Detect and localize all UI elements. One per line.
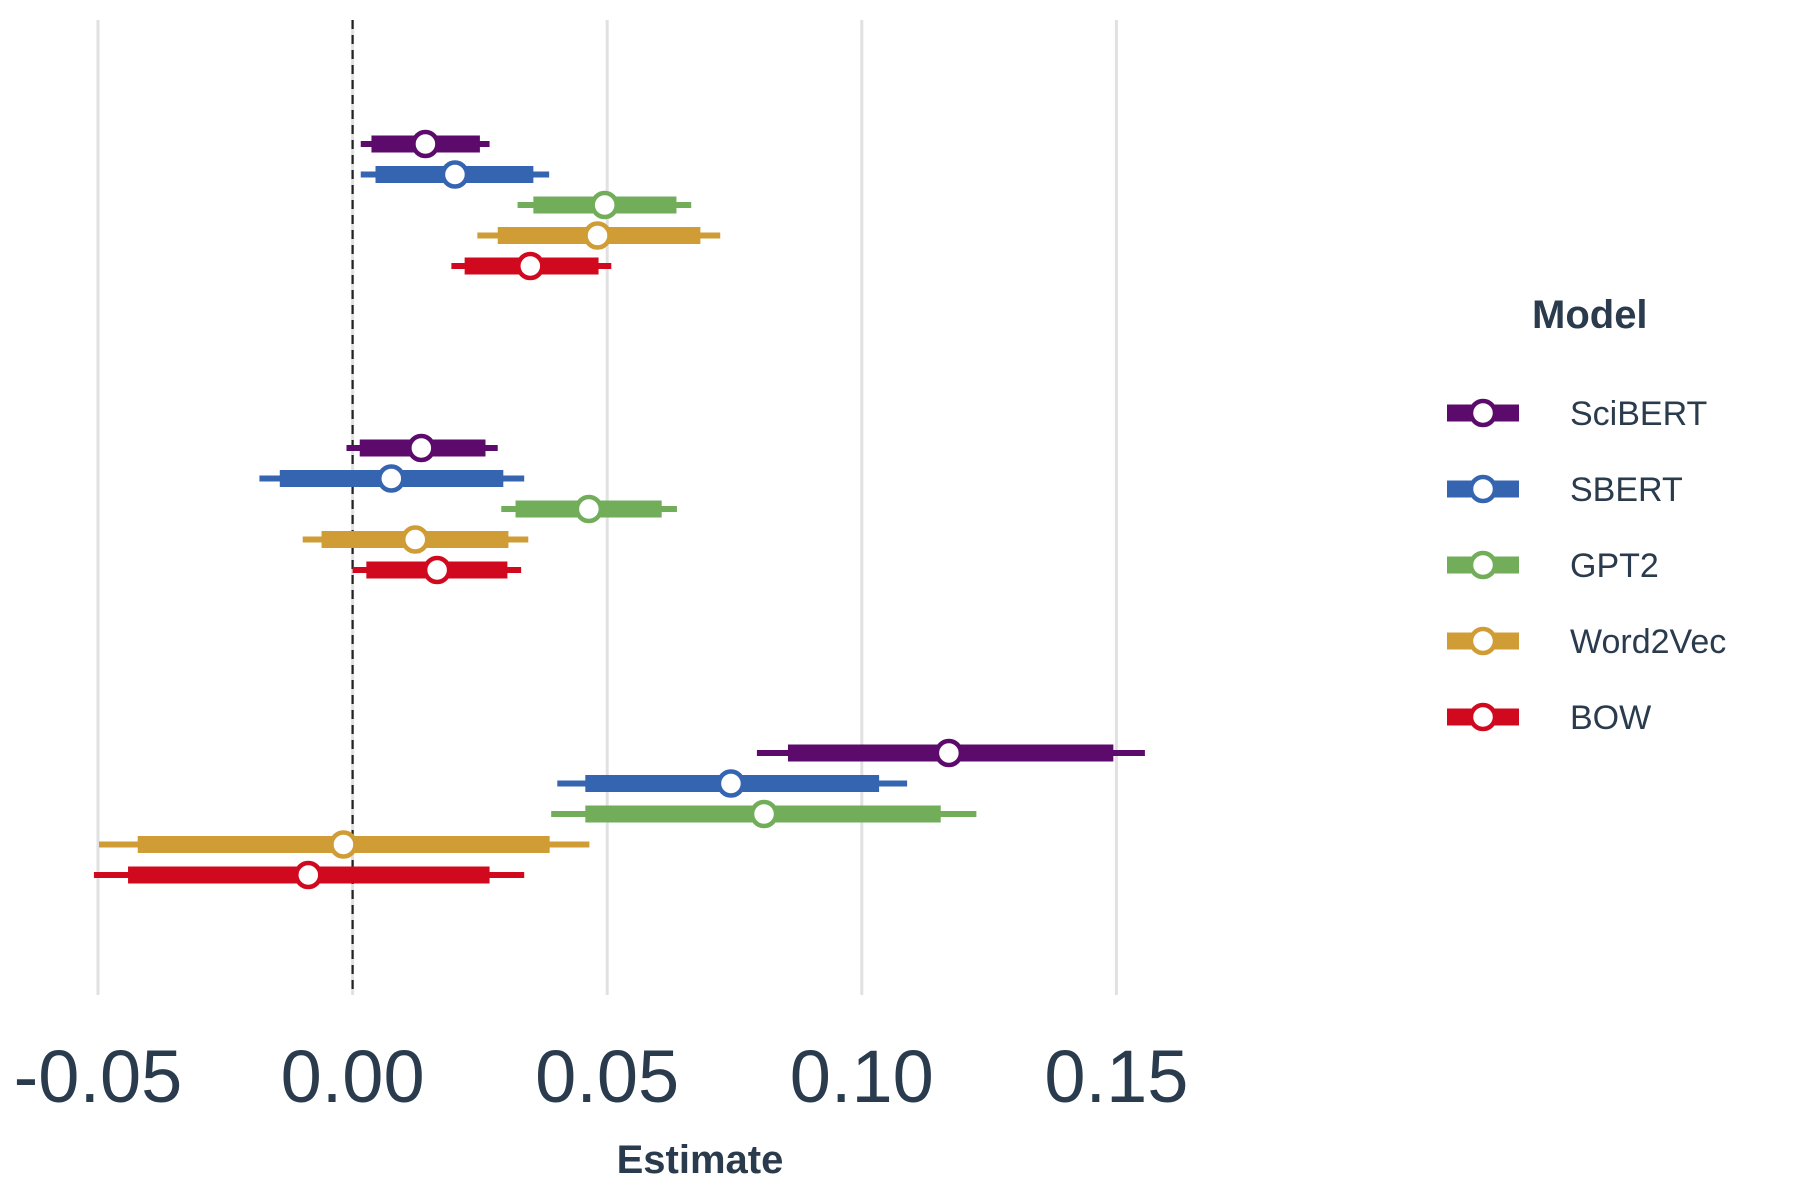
point-estimate	[934, 738, 964, 768]
point-estimate	[716, 769, 746, 798]
legend-label: GPT2	[1570, 547, 1659, 585]
legend: Model SciBERT SBERT GPT2 Word2Vec BOW	[1447, 293, 1726, 737]
legend-swatch-point	[1468, 398, 1498, 428]
legend-swatch-point	[1468, 474, 1498, 504]
point-estimate	[574, 494, 604, 524]
x-tick-label: 0.10	[790, 1035, 934, 1118]
legend-title: Model	[1532, 293, 1648, 337]
legend-swatch-point	[1468, 626, 1498, 656]
x-tick-labels: -0.05 0.00 0.05 0.10 0.15	[14, 1035, 1189, 1118]
point-estimate	[411, 129, 440, 159]
interval-marks	[93, 129, 1145, 890]
point-estimate	[749, 799, 779, 829]
point-estimate	[440, 160, 470, 189]
point-estimate	[583, 221, 612, 250]
x-tick-label: 0.00	[281, 1035, 425, 1118]
point-estimate	[400, 525, 430, 554]
x-tick-label: 0.05	[535, 1035, 679, 1118]
legend-items: SciBERT SBERT GPT2 Word2Vec BOW	[1447, 395, 1726, 737]
point-estimate	[590, 190, 619, 220]
legend-swatch-point	[1468, 550, 1498, 580]
point-estimate	[516, 251, 545, 281]
point-estimate	[422, 555, 452, 585]
legend-label: SciBERT	[1570, 395, 1707, 433]
x-tick-label: -0.05	[14, 1035, 183, 1118]
point-estimate	[407, 433, 436, 463]
point-estimate	[294, 860, 323, 890]
point-estimate	[329, 830, 358, 859]
x-axis-title: Estimate	[617, 1138, 784, 1182]
legend-label: SBERT	[1570, 471, 1683, 509]
point-estimate	[377, 464, 406, 493]
legend-label: Word2Vec	[1570, 623, 1726, 661]
legend-label: BOW	[1570, 699, 1651, 737]
x-tick-label: 0.15	[1044, 1035, 1188, 1118]
legend-swatch-point	[1468, 702, 1498, 732]
